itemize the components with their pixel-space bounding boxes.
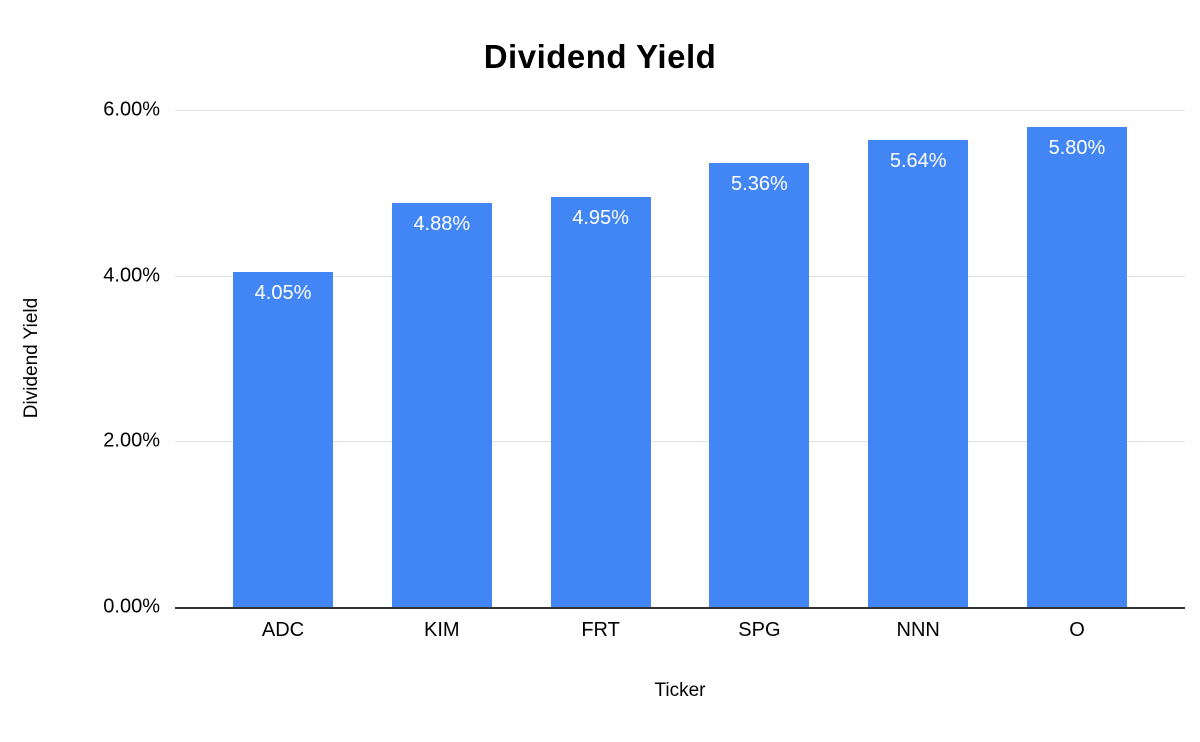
y-tick-label: 2.00% (103, 429, 160, 452)
x-tick-label-spg: SPG (738, 619, 781, 641)
x-axis-tick-labels: ADC KIM FRT SPG NNN O (175, 619, 1185, 642)
bar-value-label: 5.80% (1048, 136, 1106, 159)
x-tick-label-kim: KIM (424, 619, 460, 641)
bar-value-label: 5.64% (889, 149, 947, 172)
bar-adc: 4.05% (233, 271, 333, 607)
x-tick-label-o: O (1069, 619, 1085, 641)
bar-value-label: 4.88% (413, 212, 471, 235)
x-tick-label-frt: FRT (581, 619, 620, 641)
bar-series: 4.05% 4.88% 4.95% 5.36% 5.64% 5.80% (175, 110, 1185, 607)
x-tick-label-adc: ADC (261, 619, 305, 641)
y-axis-tick-labels: 0.00% 2.00% 4.00% 6.00% (0, 99, 160, 618)
x-tick-label-nnn: NNN (896, 619, 940, 641)
bar-value-label: 4.95% (572, 206, 629, 229)
y-tick-label: 0.00% (103, 595, 160, 618)
bar-nnn: 5.64% (868, 139, 969, 607)
bar-value-label: 5.36% (731, 173, 788, 196)
x-axis-title: Ticker (654, 680, 706, 701)
bar-spg: 5.36% (709, 163, 810, 607)
y-tick-label: 6.00% (103, 98, 160, 121)
chart-title: Dividend Yield (483, 38, 717, 75)
y-tick-label: 4.00% (103, 264, 160, 287)
bar-o: 5.80% (1026, 126, 1127, 607)
plot-area: 4.05% 4.88% 4.95% 5.36% 5.64% 5.80% (175, 110, 1185, 609)
bar-frt: 4.95% (550, 196, 651, 607)
gridline (175, 275, 1185, 277)
x-axis-line (175, 607, 1185, 609)
bar-value-label: 4.05% (254, 281, 312, 304)
gridline (175, 441, 1185, 443)
gridline (175, 110, 1185, 111)
bar-kim: 4.88% (391, 202, 492, 607)
